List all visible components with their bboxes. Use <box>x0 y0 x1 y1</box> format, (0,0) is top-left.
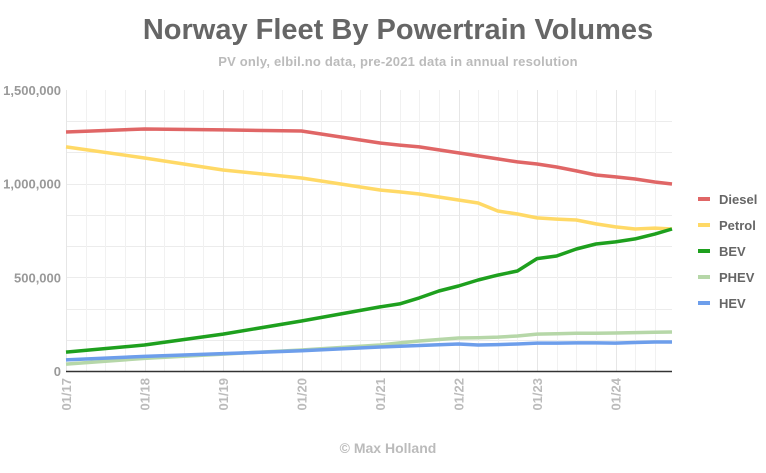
x-tick-label: 01/24 <box>609 377 624 410</box>
legend-label-petrol: Petrol <box>719 218 756 233</box>
y-tick-label: 1,500,000 <box>3 83 61 98</box>
copyright-footer: © Max Holland <box>339 440 437 456</box>
series-line-petrol <box>65 145 673 231</box>
series-lines <box>65 127 673 366</box>
legend-label-hev: HEV <box>719 296 746 311</box>
x-axis-ticks: 01/17 01/18 01/19 01/20 01/21 01/22 01/23 01/24 <box>59 377 624 410</box>
series-line-diesel <box>65 127 673 186</box>
y-tick-label: 500,000 <box>14 270 61 285</box>
legend-swatch-hev <box>698 301 710 305</box>
y-tick-label: 0 <box>54 364 61 379</box>
y-axis-ticks: 0 500,000 1,000,000 1,500,000 <box>3 83 61 379</box>
x-tick-label: 01/20 <box>295 378 310 411</box>
y-tick-label: 1,000,000 <box>3 177 61 192</box>
chart-subtitle: PV only, elbil.no data, pre-2021 data in… <box>218 54 578 69</box>
legend: Diesel Petrol BEV PHEV HEV <box>698 192 757 311</box>
legend-swatch-petrol <box>698 223 710 227</box>
grid-lines <box>66 90 672 372</box>
legend-swatch-phev <box>698 275 710 279</box>
x-tick-label: 01/18 <box>138 378 153 411</box>
legend-label-diesel: Diesel <box>719 192 757 207</box>
chart-title: Norway Fleet By Powertrain Volumes <box>142 14 654 46</box>
x-tick-label: 01/23 <box>530 378 545 411</box>
x-tick-label: 01/17 <box>59 378 74 411</box>
legend-label-phev: PHEV <box>719 270 755 285</box>
legend-swatch-diesel <box>698 197 710 201</box>
legend-label-bev: BEV <box>719 244 746 259</box>
x-tick-label: 01/21 <box>373 378 388 411</box>
legend-swatch-bev <box>698 249 710 253</box>
x-tick-label: 01/22 <box>452 378 467 411</box>
x-tick-label: 01/19 <box>216 378 231 411</box>
series-line-hev <box>65 340 672 362</box>
series-line-bev <box>65 227 673 354</box>
